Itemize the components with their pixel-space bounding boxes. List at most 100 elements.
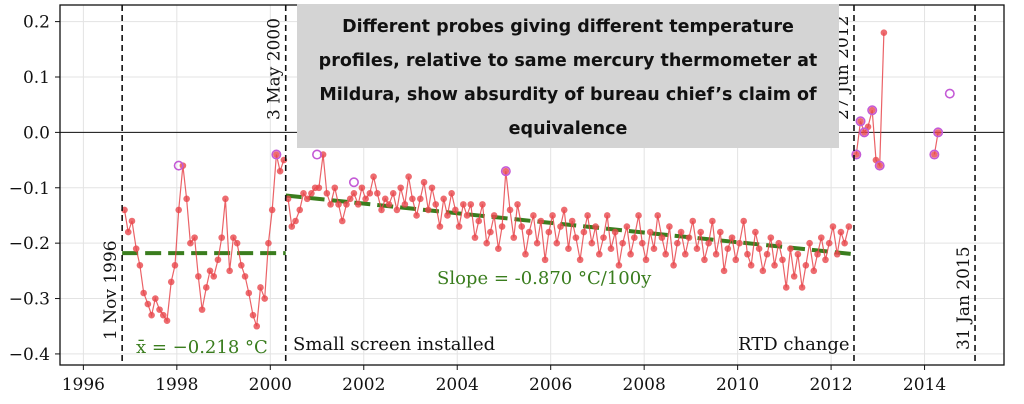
data-point [210, 273, 218, 280]
data-point [487, 228, 494, 236]
data-point [276, 167, 284, 175]
data-point [331, 184, 339, 192]
outlier-point [173, 160, 184, 171]
data-point [198, 306, 206, 313]
data-point [288, 223, 296, 230]
chart-title: Different probes giving different temper… [318, 17, 818, 139]
vertical-line-label: 1 Nov 1996 [101, 240, 121, 340]
data-point [358, 184, 366, 192]
data-point [592, 223, 599, 230]
data-point [323, 190, 331, 197]
data-point [506, 206, 514, 214]
data-point [148, 311, 155, 319]
outlier-point [859, 127, 870, 138]
screen-annotation: Small screen installed [293, 334, 495, 355]
x-tick-label: 2004 [436, 375, 479, 395]
outlier-point [944, 88, 955, 99]
data-point [385, 201, 393, 208]
x-tick-label: 2002 [342, 375, 385, 395]
data-point [876, 162, 883, 169]
data-point [257, 284, 264, 291]
data-point [378, 206, 385, 214]
data-point [650, 245, 658, 252]
x-tick-label: 2012 [809, 375, 852, 395]
data-point [623, 223, 631, 230]
data-point [167, 278, 175, 286]
data-point [822, 256, 829, 264]
outlier-point [929, 149, 940, 160]
data-point [444, 212, 451, 219]
data-point [565, 245, 572, 252]
data-point [393, 206, 401, 214]
data-point [187, 239, 194, 247]
data-point [514, 201, 521, 208]
data-point [693, 245, 701, 252]
data-point [681, 250, 689, 258]
data-point [273, 151, 280, 158]
data-point [479, 201, 486, 208]
data-point [841, 239, 848, 247]
x-tick-label: 1998 [155, 375, 198, 395]
x-tick-label: 2006 [529, 375, 572, 395]
data-point [728, 234, 736, 241]
data-point [646, 228, 654, 236]
data-point [140, 289, 147, 297]
y-tick-label: −0.1 [9, 179, 50, 199]
data-point [245, 289, 253, 297]
data-point [510, 234, 518, 241]
data-point [635, 212, 642, 219]
data-point [296, 206, 304, 214]
data-point [557, 223, 564, 230]
data-point [814, 250, 821, 258]
data-point [752, 228, 759, 236]
data-point [218, 234, 225, 241]
data-point [627, 250, 634, 258]
data-point [638, 239, 646, 247]
data-point [736, 239, 743, 247]
data-point [214, 256, 222, 264]
data-point [230, 234, 237, 241]
data-point [810, 267, 818, 275]
data-point [424, 206, 432, 214]
data-point [806, 239, 813, 247]
data-point [705, 239, 712, 247]
data-point [588, 239, 596, 247]
data-point [268, 206, 276, 214]
data-point [432, 201, 440, 208]
data-point [666, 223, 673, 230]
data-point [163, 317, 171, 324]
data-point [677, 228, 685, 236]
y-tick-label: −0.4 [9, 345, 50, 365]
data-point [455, 223, 463, 230]
data-point [471, 234, 479, 241]
data-point [343, 201, 350, 208]
y-axis-ticks: −0.4 −0.3 −0.2 −0.1 0.0 0.1 0.2 [9, 13, 60, 365]
data-point [545, 228, 553, 236]
data-point [490, 212, 498, 219]
x-tick-label: 2000 [249, 375, 292, 395]
data-point [607, 245, 615, 252]
data-point [350, 190, 358, 197]
data-point [498, 223, 506, 230]
data-point [525, 228, 533, 236]
y-tick-label: 0.0 [23, 123, 50, 143]
data-point [171, 262, 179, 269]
data-point [335, 201, 342, 208]
data-point [568, 217, 576, 225]
data-point [642, 256, 650, 264]
outlier-point [271, 149, 282, 160]
data-point [576, 256, 584, 264]
data-point [409, 195, 416, 203]
data-point [595, 250, 603, 258]
data-point [420, 178, 428, 186]
data-point [857, 118, 864, 125]
outlier-point [855, 116, 866, 127]
data-point [417, 195, 424, 203]
data-point [685, 234, 693, 241]
data-point [448, 190, 455, 197]
data-point [868, 106, 876, 114]
y-tick-label: 0.1 [23, 68, 50, 88]
data-point [389, 190, 397, 197]
data-point [802, 262, 810, 269]
slope-annotation: Slope = -0.870 °C/100y [437, 268, 652, 289]
